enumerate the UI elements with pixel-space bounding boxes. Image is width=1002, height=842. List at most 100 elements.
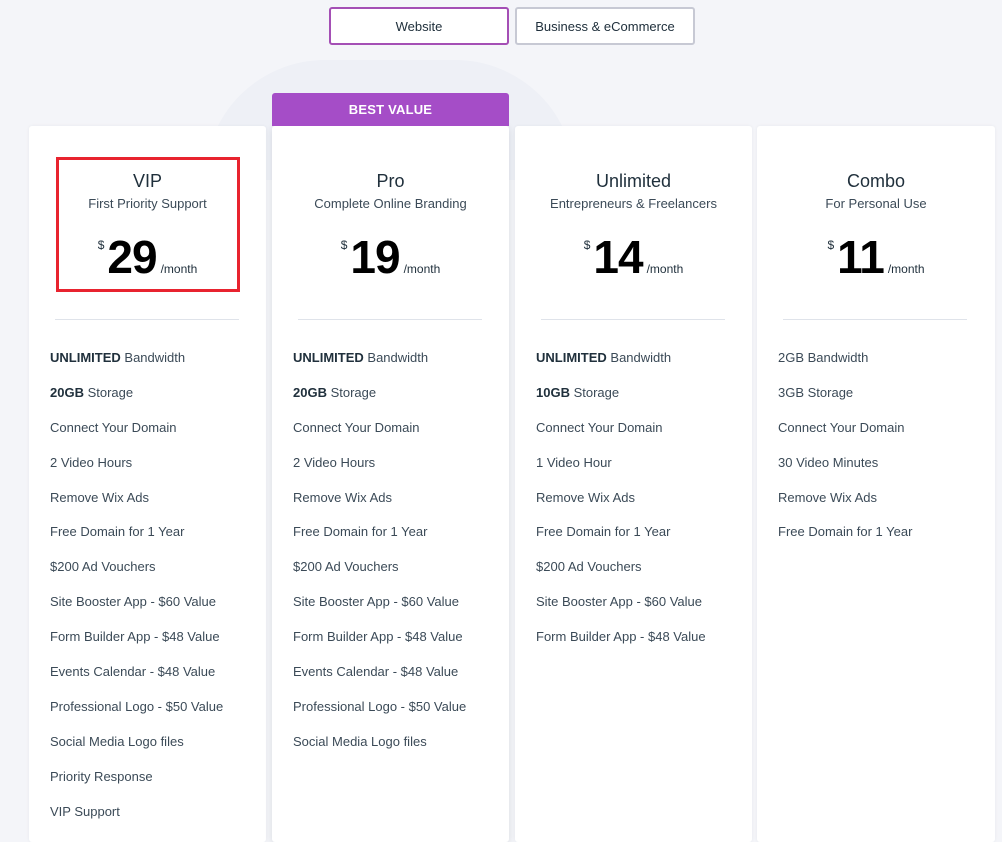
feature-text: Events Calendar - $48 Value bbox=[50, 664, 216, 680]
feature-text: Connect Your Domain bbox=[536, 419, 663, 435]
plan-subtitle: Entrepreneurs & Freelancers bbox=[550, 196, 717, 211]
feature-text: Free Domain for 1 Year bbox=[293, 524, 428, 540]
feature-item: Events Calendar - $48 Value bbox=[50, 664, 223, 699]
feature-item: VIP Support bbox=[50, 804, 223, 839]
tab-website[interactable]: Website bbox=[329, 7, 509, 45]
feature-text: Bandwidth bbox=[120, 350, 186, 365]
plan-subtitle: For Personal Use bbox=[825, 196, 927, 211]
feature-text: Events Calendar - $48 Value bbox=[293, 664, 459, 680]
tab-business-ecommerce[interactable]: Business & eCommerce bbox=[515, 7, 695, 45]
feature-text: Connect Your Domain bbox=[293, 419, 420, 435]
plan-card-combo[interactable]: Combo For Personal Use $ 11 /month 2GB B… bbox=[757, 126, 995, 842]
feature-highlight: UNLIMITED bbox=[293, 350, 364, 365]
feature-item: Free Domain for 1 Year bbox=[778, 524, 912, 559]
feature-text: 3GB Storage bbox=[778, 384, 854, 400]
feature-text: Storage bbox=[326, 384, 377, 400]
plan-card-unlimited[interactable]: Unlimited Entrepreneurs & Freelancers $ … bbox=[515, 126, 752, 842]
feature-text: 2 Video Hours bbox=[293, 454, 376, 470]
feature-item: Remove Wix Ads bbox=[536, 490, 706, 525]
feature-item: Form Builder App - $48 Value bbox=[50, 629, 223, 664]
plan-price: $ 19 /month bbox=[272, 232, 509, 282]
feature-item: Site Booster App - $60 Value bbox=[50, 594, 223, 629]
feature-text: $200 Ad Vouchers bbox=[536, 559, 642, 575]
feature-text: $200 Ad Vouchers bbox=[50, 559, 156, 575]
feature-item: Events Calendar - $48 Value bbox=[293, 664, 466, 699]
feature-text: Social Media Logo files bbox=[50, 733, 184, 749]
feature-item: Connect Your Domain bbox=[50, 420, 223, 455]
feature-text: Free Domain for 1 Year bbox=[50, 524, 185, 540]
feature-text: 30 Video Minutes bbox=[778, 454, 879, 470]
feature-text: Site Booster App - $60 Value bbox=[50, 594, 216, 610]
plan-subtitle: Complete Online Branding bbox=[314, 196, 467, 211]
plan-name: VIP bbox=[132, 171, 162, 191]
feature-item: Form Builder App - $48 Value bbox=[293, 629, 466, 664]
feature-text: 2GB Bandwidth bbox=[778, 350, 869, 365]
price-amount: 14 bbox=[593, 231, 643, 283]
divider bbox=[783, 319, 967, 320]
feature-item: Form Builder App - $48 Value bbox=[536, 629, 706, 664]
feature-item: UNLIMITED Bandwidth bbox=[50, 350, 223, 385]
feature-item: 30 Video Minutes bbox=[778, 455, 912, 490]
plan-name: Unlimited bbox=[595, 171, 672, 191]
feature-text: Remove Wix Ads bbox=[50, 489, 149, 505]
feature-item: Professional Logo - $50 Value bbox=[50, 699, 223, 734]
feature-text: Social Media Logo files bbox=[293, 733, 427, 749]
feature-highlight: 20GB bbox=[293, 384, 327, 400]
feature-list: UNLIMITED Bandwidth 10GB Storage Connect Y… bbox=[536, 350, 706, 664]
feature-item: 2GB Bandwidth bbox=[778, 350, 912, 385]
plan-price: $ 29 /month bbox=[29, 232, 266, 282]
feature-text: 1 Video Hour bbox=[536, 454, 612, 470]
feature-item: 20GB Storage bbox=[50, 385, 223, 420]
divider bbox=[55, 319, 239, 320]
feature-item: Connect Your Domain bbox=[536, 420, 706, 455]
feature-text: Professional Logo - $50 Value bbox=[50, 698, 224, 714]
divider bbox=[541, 319, 725, 320]
feature-text: Storage bbox=[569, 384, 620, 400]
feature-item: Remove Wix Ads bbox=[293, 490, 466, 525]
feature-item: Social Media Logo files bbox=[50, 734, 223, 769]
feature-text: 2 Video Hours bbox=[50, 454, 133, 470]
feature-item: Professional Logo - $50 Value bbox=[293, 699, 466, 734]
feature-item: Remove Wix Ads bbox=[778, 490, 912, 525]
currency-symbol: $ bbox=[97, 238, 105, 252]
price-amount: 29 bbox=[107, 231, 157, 283]
feature-text: Professional Logo - $50 Value bbox=[293, 698, 467, 714]
price-period: /month bbox=[403, 262, 441, 276]
plan-card-pro[interactable]: Pro Complete Online Branding $ 19 /month… bbox=[272, 126, 509, 842]
feature-text: Connect Your Domain bbox=[50, 419, 177, 435]
feature-item: $200 Ad Vouchers bbox=[50, 559, 223, 594]
feature-text: VIP Support bbox=[50, 803, 120, 819]
divider bbox=[298, 319, 482, 320]
feature-item: Remove Wix Ads bbox=[50, 490, 223, 525]
feature-item: Priority Response bbox=[50, 769, 223, 804]
feature-text: Remove Wix Ads bbox=[536, 489, 635, 505]
feature-text: Bandwidth bbox=[606, 350, 672, 365]
plan-type-tabs: Website Business & eCommerce bbox=[0, 7, 1002, 45]
feature-item: Connect Your Domain bbox=[293, 420, 466, 455]
plan-price: $ 14 /month bbox=[515, 232, 752, 282]
feature-item: Free Domain for 1 Year bbox=[536, 524, 706, 559]
feature-item: UNLIMITED Bandwidth bbox=[293, 350, 466, 385]
feature-item: 1 Video Hour bbox=[536, 455, 706, 490]
feature-item: Connect Your Domain bbox=[778, 420, 912, 455]
plan-name: Combo bbox=[846, 171, 906, 191]
feature-item: 3GB Storage bbox=[778, 385, 912, 420]
feature-text: Free Domain for 1 Year bbox=[536, 524, 671, 540]
feature-text: Free Domain for 1 Year bbox=[778, 524, 913, 540]
feature-text: Form Builder App - $48 Value bbox=[293, 629, 463, 645]
feature-item: $200 Ad Vouchers bbox=[293, 559, 466, 594]
feature-text: Priority Response bbox=[50, 768, 153, 784]
feature-item: UNLIMITED Bandwidth bbox=[536, 350, 706, 385]
plan-card-vip[interactable]: VIP First Priority Support $ 29 /month U… bbox=[29, 126, 266, 842]
currency-symbol: $ bbox=[340, 238, 348, 252]
feature-highlight: UNLIMITED bbox=[50, 350, 121, 365]
feature-item: 2 Video Hours bbox=[50, 455, 223, 490]
feature-highlight: UNLIMITED bbox=[536, 350, 607, 365]
plan-name: Pro bbox=[376, 171, 405, 191]
feature-item: $200 Ad Vouchers bbox=[536, 559, 706, 594]
feature-text: Site Booster App - $60 Value bbox=[536, 594, 702, 610]
feature-text: Remove Wix Ads bbox=[778, 489, 877, 505]
feature-text: Storage bbox=[83, 384, 134, 400]
feature-item: 2 Video Hours bbox=[293, 455, 466, 490]
price-period: /month bbox=[887, 262, 925, 276]
